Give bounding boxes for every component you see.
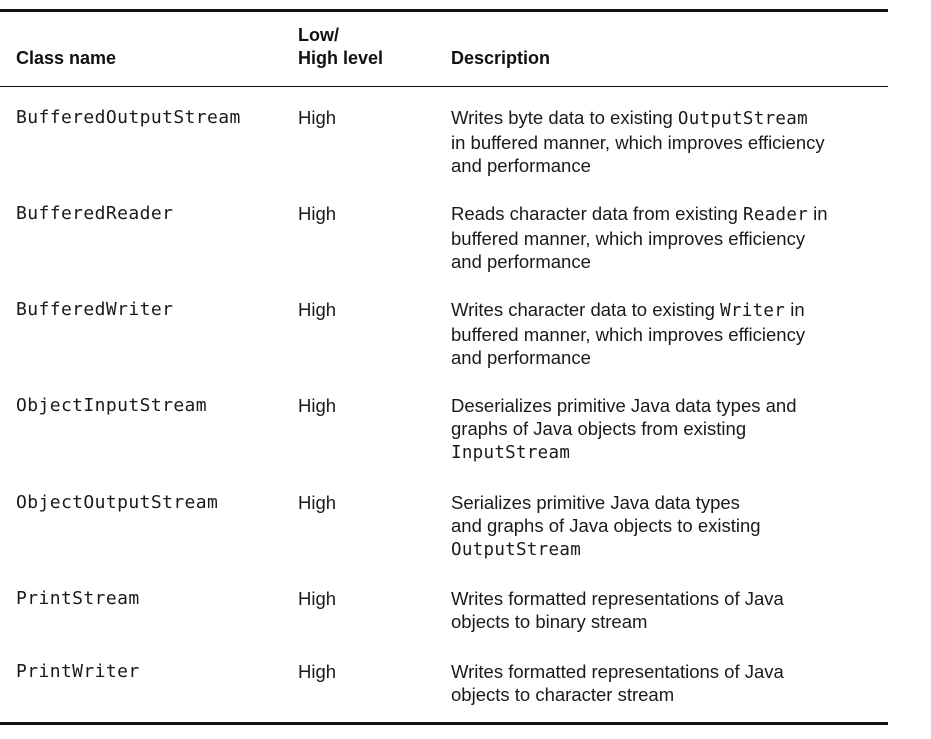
- description-cell: Serializes primitive Java data types and …: [451, 491, 886, 562]
- header-level-line2: High level: [298, 48, 384, 68]
- description-cell: Writes formatted representations of Java…: [451, 660, 886, 706]
- description-text: objects to binary stream: [451, 611, 648, 632]
- description-text: and performance: [451, 347, 591, 368]
- description-text: and performance: [451, 155, 591, 176]
- description-line: buffered manner, which improves efficien…: [451, 323, 886, 346]
- description-line: and performance: [451, 250, 886, 273]
- description-cell: Writes byte data to existing OutputStrea…: [451, 106, 886, 177]
- description-text: Writes character data to existing: [451, 299, 721, 320]
- class-name-cell: BufferedWriter: [16, 299, 174, 320]
- description-line: Reads character data from existing Reade…: [451, 202, 886, 227]
- description-text: in buffered manner, which improves effic…: [451, 132, 825, 153]
- level-cell: High: [298, 492, 337, 513]
- description-line: OutputStream: [451, 537, 886, 562]
- description-line: in buffered manner, which improves effic…: [451, 131, 886, 154]
- description-text: graphs of Java objects from existing: [451, 418, 747, 439]
- class-name-cell: ObjectInputStream: [16, 395, 208, 416]
- description-text: Serializes primitive Java data types: [451, 492, 740, 513]
- description-cell: Reads character data from existing Reade…: [451, 202, 886, 273]
- description-line: buffered manner, which improves efficien…: [451, 227, 886, 250]
- description-text: objects to character stream: [451, 684, 675, 705]
- description-line: Serializes primitive Java data types: [451, 491, 886, 514]
- description-text: Writes byte data to existing: [451, 107, 678, 128]
- level-cell: High: [298, 661, 337, 682]
- description-cell: Writes character data to existing Writer…: [451, 298, 886, 369]
- code-term: InputStream: [451, 443, 571, 463]
- table-bottom-rule: [0, 722, 888, 725]
- description-text: and performance: [451, 251, 591, 272]
- description-text: Reads character data from existing: [451, 203, 744, 224]
- description-cell: Writes formatted representations of Java…: [451, 587, 886, 633]
- level-cell: High: [298, 588, 337, 609]
- code-term: OutputStream: [677, 109, 808, 129]
- description-line: Writes formatted representations of Java: [451, 660, 886, 683]
- class-name-cell: PrintStream: [16, 588, 140, 609]
- description-line: Writes byte data to existing OutputStrea…: [451, 106, 886, 131]
- description-text: Deserializes primitive Java data types a…: [451, 395, 797, 416]
- description-text: buffered manner, which improves efficien…: [451, 324, 806, 345]
- description-line: and graphs of Java objects to existing: [451, 514, 886, 537]
- header-level: Low/ High level: [298, 24, 383, 70]
- description-line: and performance: [451, 346, 886, 369]
- description-text: Writes formatted representations of Java: [451, 661, 784, 682]
- level-cell: High: [298, 299, 337, 320]
- description-line: Deserializes primitive Java data types a…: [451, 394, 886, 417]
- description-line: objects to character stream: [451, 683, 886, 706]
- class-name-cell: PrintWriter: [16, 661, 140, 682]
- code-term: OutputStream: [451, 540, 582, 560]
- description-line: objects to binary stream: [451, 610, 886, 633]
- description-line: Writes formatted representations of Java: [451, 587, 886, 610]
- level-cell: High: [298, 395, 337, 416]
- class-name-cell: ObjectOutputStream: [16, 492, 219, 513]
- description-line: and performance: [451, 154, 886, 177]
- header-rule: [0, 86, 888, 87]
- description-line: graphs of Java objects from existing: [451, 417, 886, 440]
- code-term: Writer: [720, 301, 786, 321]
- description-text: and graphs of Java objects to existing: [451, 515, 761, 536]
- header-description: Description: [451, 48, 551, 68]
- header-class-name: Class name: [16, 48, 117, 68]
- description-line: InputStream: [451, 440, 886, 465]
- class-name-cell: BufferedReader: [16, 203, 174, 224]
- class-name-cell: BufferedOutputStream: [16, 107, 241, 128]
- level-cell: High: [298, 107, 337, 128]
- header-level-line1: Low/: [298, 25, 339, 45]
- level-cell: High: [298, 203, 337, 224]
- description-text: in: [785, 299, 805, 320]
- table-top-rule: [0, 9, 888, 12]
- description-text: buffered manner, which improves efficien…: [451, 228, 806, 249]
- code-term: Reader: [743, 205, 809, 225]
- description-line: Writes character data to existing Writer…: [451, 298, 886, 323]
- description-text: in: [808, 203, 828, 224]
- description-text: Writes formatted representations of Java: [451, 588, 784, 609]
- description-cell: Deserializes primitive Java data types a…: [451, 394, 886, 465]
